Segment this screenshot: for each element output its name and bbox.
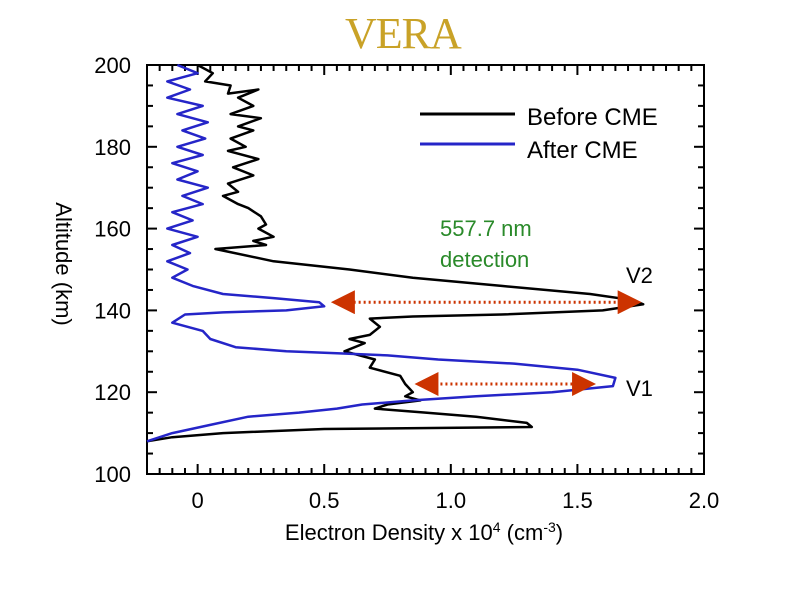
x-tick-label: 1.0 bbox=[436, 488, 467, 513]
x-axis: 0 0.5 1.0 1.5 2.0 bbox=[146, 65, 720, 513]
legend-label-after-cme: After CME bbox=[527, 137, 638, 164]
y-tick-label: 180 bbox=[94, 135, 131, 160]
x-tick-label: 0 bbox=[192, 488, 204, 513]
y-tick-label: 100 bbox=[94, 462, 131, 487]
x-axis-label: Electron Density x 104 (cm-3) bbox=[285, 519, 563, 545]
y-tick-label: 120 bbox=[94, 380, 131, 405]
annotation-v2: V2 bbox=[626, 263, 653, 288]
y-axis-label: Altitude (km) bbox=[51, 202, 76, 325]
x-tick-label: 2.0 bbox=[689, 488, 720, 513]
vera-logo: VERA bbox=[345, 9, 462, 58]
legend: Before CME After CME bbox=[420, 104, 658, 164]
annotation-557-line-2: detection bbox=[440, 247, 529, 272]
arrow-layer bbox=[330, 290, 642, 397]
legend-label-before-cme: Before CME bbox=[527, 104, 658, 131]
x-tick-label: 0.5 bbox=[309, 488, 340, 513]
x-tick-label: 1.5 bbox=[562, 488, 593, 513]
y-tick-label: 200 bbox=[94, 53, 131, 78]
annotation-557-line-1: 557.7 nm bbox=[440, 216, 532, 241]
y-tick-label: 140 bbox=[94, 298, 131, 323]
y-tick-label: 160 bbox=[94, 217, 131, 242]
y-axis: 100 120 140 160 180 200 bbox=[94, 53, 704, 487]
annotation-v1: V1 bbox=[626, 376, 653, 401]
